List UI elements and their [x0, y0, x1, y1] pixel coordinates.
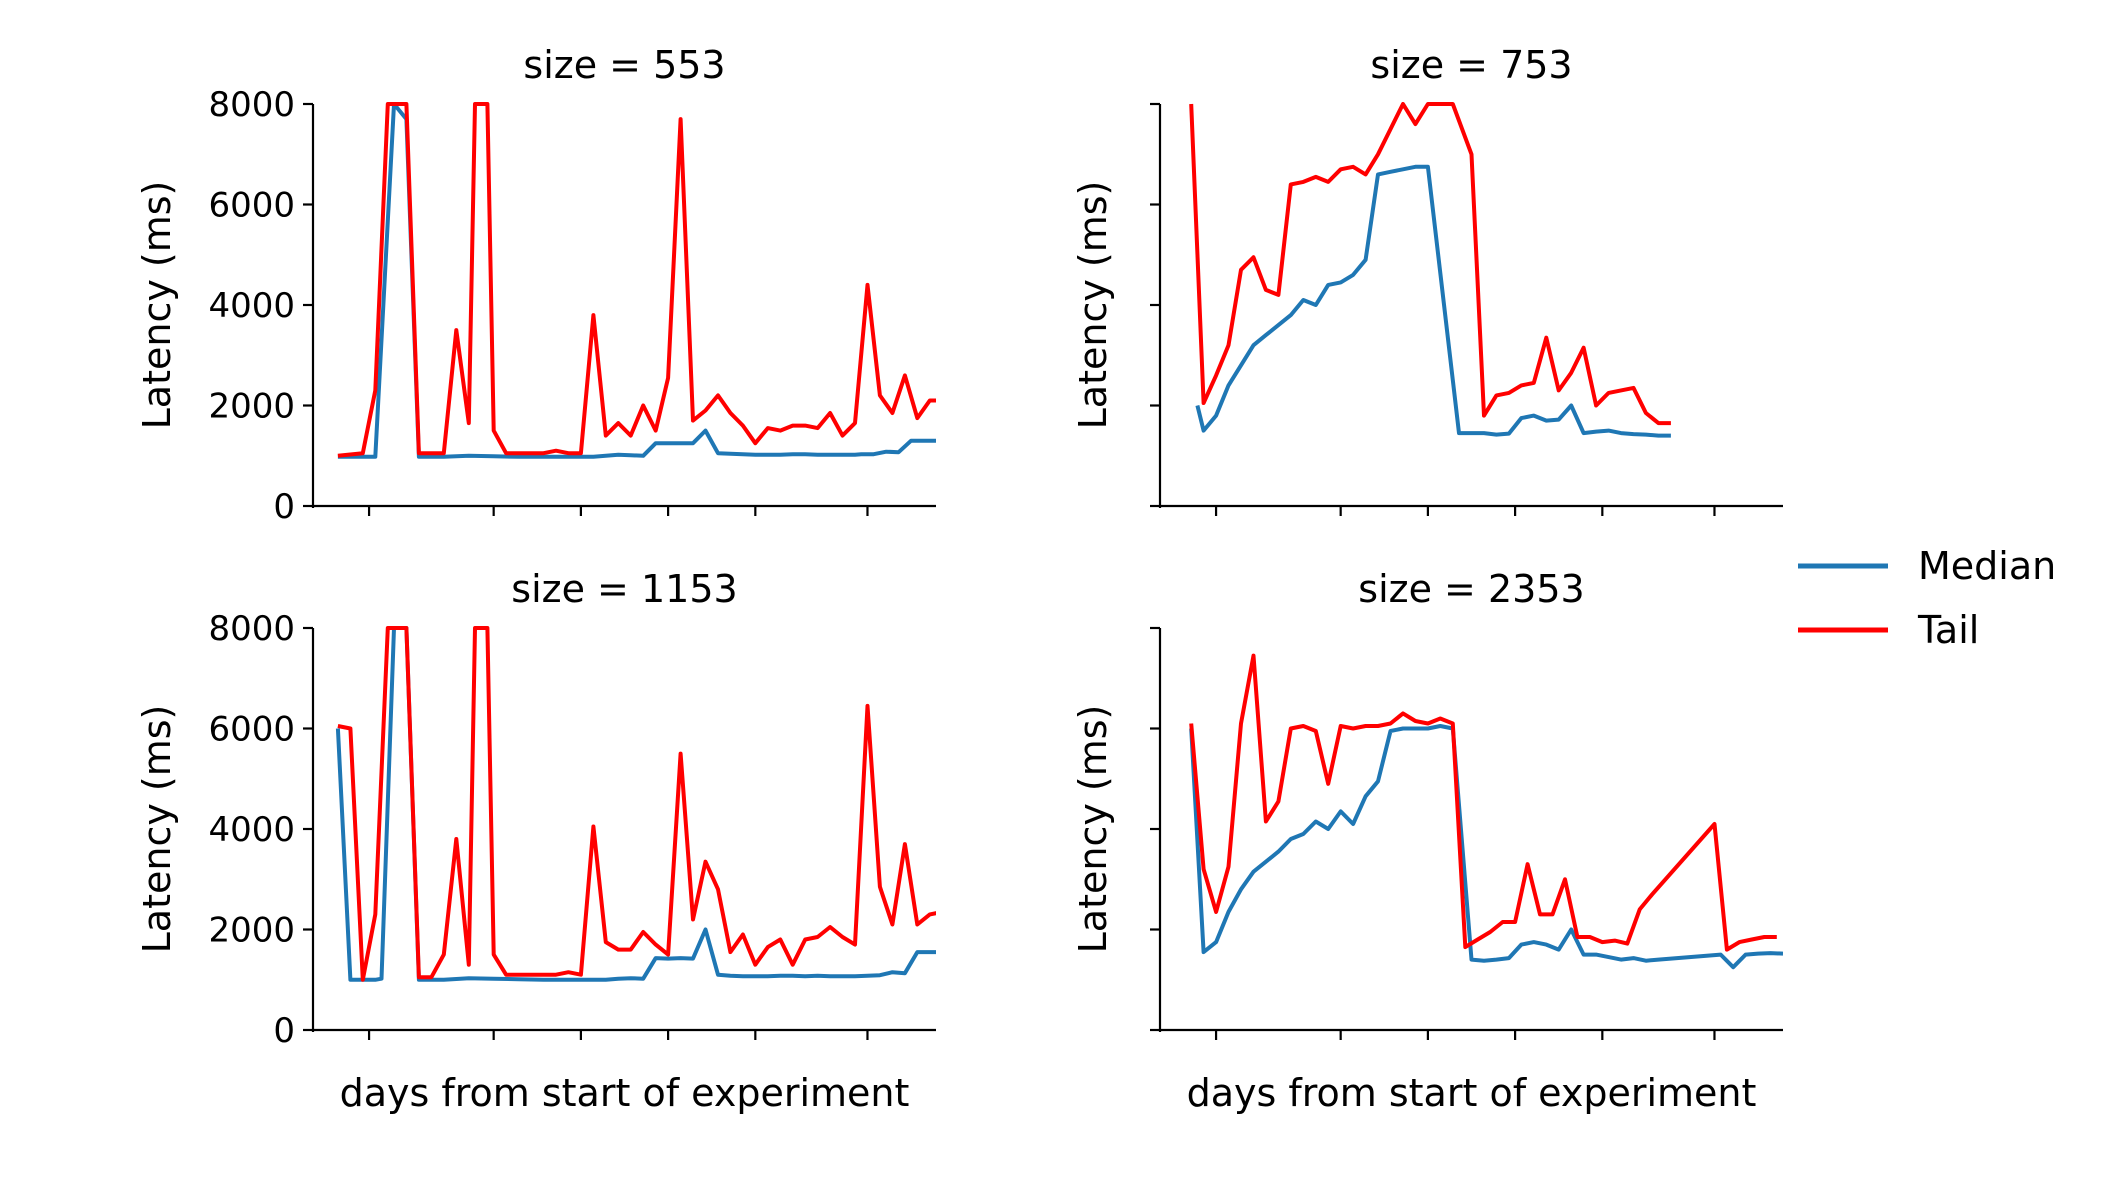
series-line-tail	[1189, 653, 1777, 952]
series-line-median	[1189, 724, 1783, 970]
series-line-median	[335, 626, 936, 982]
y-axis-label: Latency (ms)	[1071, 181, 1115, 430]
y-tick-label: 8000	[208, 85, 295, 125]
legend: Median Tail	[1798, 544, 2056, 652]
y-tick-label: 2000	[208, 387, 295, 427]
y-tick-label: 0	[273, 1011, 295, 1051]
y-axis-label: Latency (ms)	[1071, 705, 1115, 954]
series-line-median	[337, 102, 936, 459]
subplot-3: size = 1153 0 2000 4000 6000 8000 Latency (ms)…	[135, 567, 936, 1115]
subplot-title: size = 1153	[511, 567, 737, 611]
subplot-title: size = 753	[1370, 43, 1572, 87]
subplot-title: size = 553	[523, 43, 725, 87]
legend-label-tail: Tail	[1917, 608, 1979, 652]
y-tick-label: 2000	[208, 911, 295, 951]
x-axis-label: days from start of experiment	[1187, 1071, 1757, 1115]
y-tick-label: 6000	[208, 186, 295, 226]
subplot-4: size = 2353 Latency (ms) days from start o…	[1071, 567, 1783, 1115]
series-line-tail	[337, 626, 936, 982]
y-tick-label: 8000	[208, 609, 295, 649]
y-tick-label: 6000	[208, 710, 295, 750]
subplot-title: size = 2353	[1358, 567, 1584, 611]
y-tick-label: 4000	[208, 810, 295, 850]
series-line-tail	[1189, 102, 1671, 426]
y-axis-label: Latency (ms)	[135, 705, 179, 954]
legend-label-median: Median	[1918, 544, 2056, 588]
x-axis-label: days from start of experiment	[340, 1071, 910, 1115]
series-line-tail	[337, 102, 936, 458]
y-tick-label: 4000	[208, 286, 295, 326]
subplot-1: size = 553 0 2000 4000 6000 8000 Latency (ms)	[135, 43, 936, 527]
series-line-median	[1195, 164, 1671, 438]
y-tick-label: 0	[273, 487, 295, 527]
y-axis-label: Latency (ms)	[135, 181, 179, 430]
subplot-2: size = 753 Latency (ms)	[1071, 43, 1783, 516]
